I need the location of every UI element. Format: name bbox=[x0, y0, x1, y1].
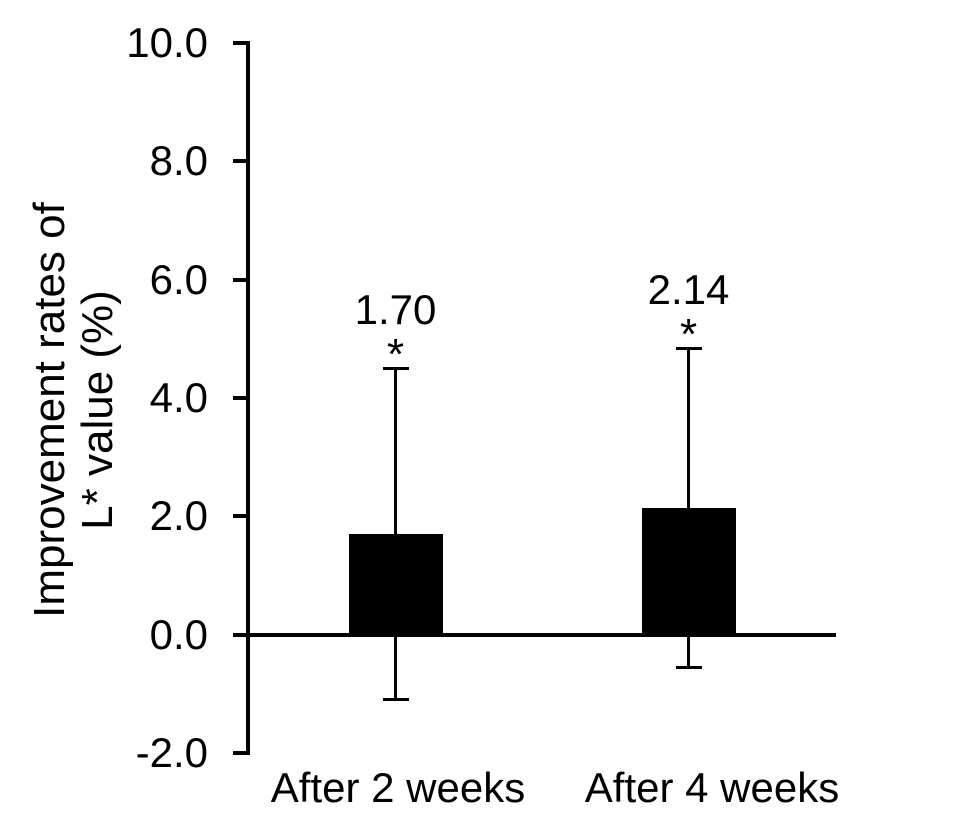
zero-baseline bbox=[246, 633, 836, 637]
y-tick-label: 4.0 bbox=[149, 374, 208, 421]
bar-value-label: 2.14 bbox=[647, 266, 730, 314]
bar-value-label: 1.70 bbox=[354, 286, 437, 334]
error-bar-cap-bottom bbox=[382, 698, 409, 702]
y-tick-mark bbox=[233, 277, 248, 282]
bar-2 bbox=[641, 508, 736, 637]
y-tick-mark bbox=[233, 514, 248, 519]
y-tick-label: -2.0 bbox=[135, 729, 208, 776]
x-category-label: After 4 weeks bbox=[584, 764, 840, 811]
y-tick-mark bbox=[233, 396, 248, 400]
y-tick-label: 0.0 bbox=[149, 610, 208, 658]
y-tick-label: 2.0 bbox=[149, 492, 208, 540]
y-tick-mark bbox=[233, 632, 248, 637]
significance-asterisk: * bbox=[679, 310, 698, 360]
y-tick-mark bbox=[233, 159, 248, 164]
error-bar-line bbox=[394, 368, 397, 700]
error-bar-cap-top bbox=[675, 346, 702, 350]
y-tick-mark bbox=[233, 41, 248, 45]
error-bar-cap-top bbox=[382, 366, 409, 370]
y-tick-label: 10.0 bbox=[126, 19, 208, 66]
bar-1 bbox=[348, 534, 443, 637]
significance-asterisk: * bbox=[386, 330, 405, 380]
y-axis-line bbox=[246, 41, 250, 755]
y-tick-label: 8.0 bbox=[149, 137, 208, 185]
x-category-label: After 2 weeks bbox=[270, 764, 526, 811]
y-tick-mark bbox=[233, 751, 248, 755]
error-bar-cap-bottom bbox=[675, 666, 702, 670]
y-tick-label: 6.0 bbox=[149, 255, 208, 303]
